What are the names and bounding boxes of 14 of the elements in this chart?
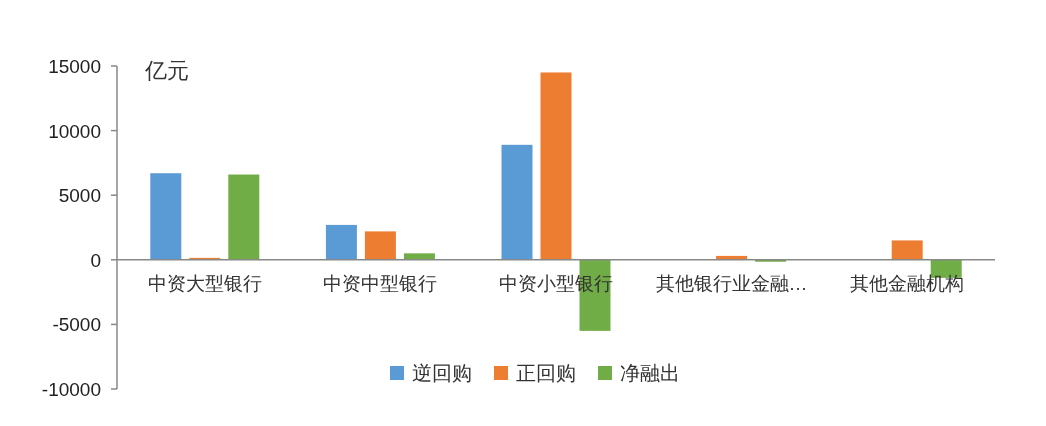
legend-label: 正回购 (516, 362, 576, 384)
x-tick-label: 中资大型银行 (147, 272, 262, 294)
x-tick-label: 中资中型银行 (323, 272, 438, 294)
y-tick-label: -5000 (52, 314, 101, 336)
y-tick-label: 10000 (48, 120, 101, 142)
x-tick-label: 其他金融机构 (850, 272, 965, 294)
y-tick-label: 15000 (48, 56, 101, 77)
x-tick-label: 其他银行业金融… (655, 272, 808, 294)
legend-label: 逆回购 (412, 362, 472, 384)
legend-label: 净融出 (620, 362, 680, 384)
y-tick-label: 5000 (58, 185, 101, 207)
y-tick-label: 0 (90, 249, 101, 271)
y-tick-label: -10000 (41, 379, 101, 400)
y-axis-title: 亿元 (144, 58, 189, 83)
